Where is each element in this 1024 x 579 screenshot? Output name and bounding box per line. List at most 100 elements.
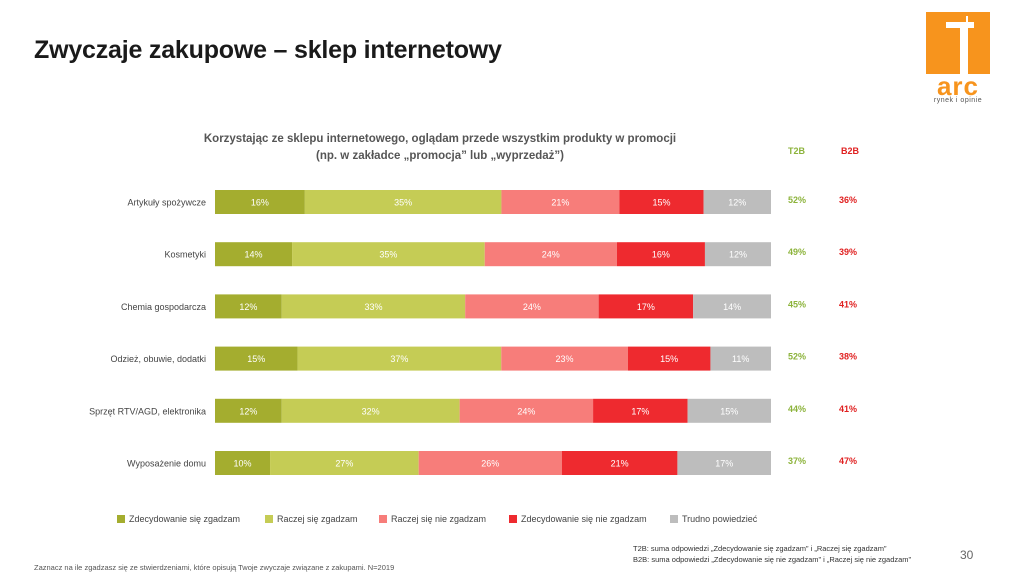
b2b-value: 41% [839,299,857,309]
legend-swatch [265,515,273,523]
data-label: 32% [362,406,380,416]
legend-swatch [509,515,517,523]
bar-segment [704,242,771,267]
legend-label: Zdecydowanie się nie zgadzam [521,514,647,524]
logo-figure-icon [926,12,990,74]
bar-segment [619,190,704,214]
data-label: 17% [715,459,733,469]
category-label: Kosmetyki [164,250,206,260]
bar-segment [561,451,678,475]
t2b-header: T2B [788,146,806,156]
bar-segment [215,190,305,214]
legend-label: Raczej się zgadzam [277,514,358,524]
t2b-value: 52% [788,352,806,362]
t2b-value: 49% [788,247,806,257]
legend-swatch [670,515,678,523]
category-label: Sprzęt RTV/AGD, elektronika [89,406,206,416]
legend-item: Trudno powiedzieć [670,514,757,524]
chart-title-line-1: Korzystając ze sklepu internetowego, ogl… [203,133,677,145]
data-label: 17% [637,302,655,312]
data-label: 26% [481,459,499,469]
bar-segment [297,346,502,371]
bar-segment [418,451,562,475]
b2b-value: 38% [839,352,857,362]
category-label: Artykuły spożywcze [127,198,206,208]
t2b-value: 44% [788,404,806,414]
data-label: 16% [251,198,269,208]
bar-segment [501,346,628,371]
data-label: 35% [394,198,412,208]
logo-tagline: rynek i opinie [933,97,983,104]
bar-segment [465,294,599,319]
legend-label: Zdecydowanie się zgadzam [129,514,241,524]
chart-title: Korzystając ze sklepu internetowego, ogl… [190,131,690,165]
legend-item: Zdecydowanie się nie zgadzam [509,514,647,524]
data-label: 23% [556,354,574,364]
bar-segment [270,451,419,475]
legend-item: Raczej się nie zgadzam [379,514,486,524]
t2b-value: 37% [788,456,806,466]
category-label: Chemia gospodarcza [121,302,206,312]
data-label: 17% [631,406,649,416]
data-label: 37% [390,354,408,364]
bar-segment [215,242,293,267]
data-label: 12% [728,198,746,208]
data-label: 11% [732,354,749,364]
legend-item: Zdecydowanie się zgadzam [117,514,240,524]
summary-notes: T2B: suma odpowiedzi „Zdecydowanie się z… [633,543,911,565]
legend-swatch [117,515,125,523]
logo-word: arc [936,71,980,101]
bar-segment [304,190,502,214]
data-label: 10% [234,459,252,469]
arc-logo: arc rynek i opinie [926,12,990,104]
bar-segment [215,294,282,319]
bar-segment [484,242,617,267]
legend-item: Raczej się zgadzam [265,514,358,524]
t2b-value: 45% [788,299,806,309]
data-label: 14% [723,302,741,312]
data-label: 12% [239,406,257,416]
slide-title: Zwyczaje zakupowe – sklep internetowy [34,36,502,64]
data-label: 16% [652,250,670,260]
b2b-value: 39% [839,247,857,257]
data-label: 12% [239,302,257,312]
data-label: 35% [379,250,397,260]
bar-segment [459,398,594,423]
bar-segment [627,346,711,371]
bar-segment [687,398,771,423]
bar-segment [281,294,466,319]
category-label: Wyposażenie domu [127,459,206,469]
b2b-header: B2B [841,146,860,156]
data-label: 15% [660,354,678,364]
bar-segment [215,398,282,423]
legend-label: Trudno powiedzieć [682,514,758,524]
bar-segment [677,451,771,475]
legend-label: Raczej się nie zgadzam [391,514,487,524]
b2b-value: 36% [839,195,857,205]
b2b-value: 47% [839,456,857,466]
legend-swatch [379,515,387,523]
data-label: 27% [335,459,353,469]
data-label: 24% [517,406,535,416]
data-label: 12% [729,250,747,260]
data-label: 21% [551,198,569,208]
bar-segment [292,242,485,267]
b2b-note: B2B: suma odpowiedzi „Zdecydowanie się n… [633,555,912,564]
bar-segment [703,190,771,214]
bar-segment [616,242,705,267]
bar-segment [598,294,694,319]
b2b-value: 41% [839,404,857,414]
bar-segment [710,346,771,371]
bar-segment [281,398,460,423]
t2b-value: 52% [788,195,806,205]
data-label: 14% [245,250,263,260]
data-label: 15% [247,354,265,364]
page-number: 30 [960,548,974,562]
footnote: Zaznacz na ile zgadzasz się ze stwierdze… [34,563,395,572]
bar-segment [215,346,298,371]
bar-segment [501,190,620,214]
bar-segment [693,294,771,319]
data-label: 33% [364,302,382,312]
t2b-note: T2B: suma odpowiedzi „Zdecydowanie się z… [633,544,887,553]
